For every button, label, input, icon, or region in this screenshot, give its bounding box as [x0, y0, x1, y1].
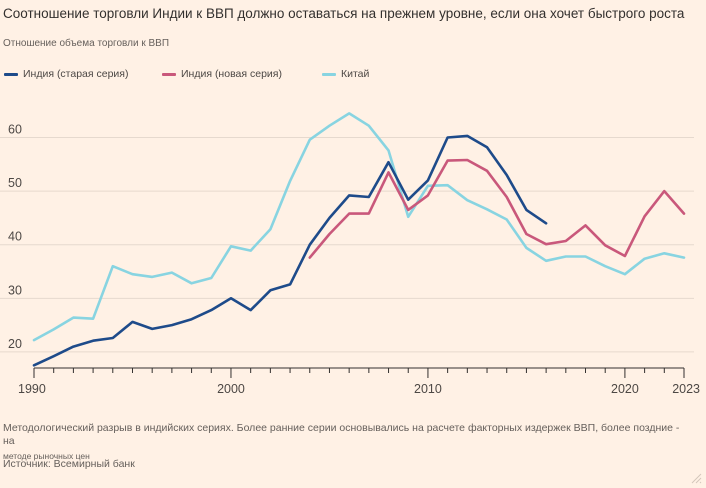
chart-legend: Индия (старая серия) Индия (новая серия)…	[0, 68, 706, 84]
series-line-0	[32, 134, 548, 367]
y-tick-label-50: 50	[8, 176, 22, 190]
series-line-2	[32, 112, 686, 342]
legend-label-china: Китай	[341, 68, 370, 80]
series-line-1	[308, 158, 686, 259]
legend-item-india-old: Индия (старая серия)	[4, 68, 128, 80]
x-tick-label-1990: 1990	[18, 382, 46, 396]
legend-item-china: Китай	[322, 68, 369, 80]
legend-item-india-new: Индия (новая серия)	[162, 68, 282, 80]
y-tick-label-40: 40	[8, 230, 22, 244]
y-tick-label-30: 30	[8, 283, 22, 297]
x-tick-label-2020: 2020	[611, 382, 639, 396]
footnote-text-continued: методе рыночных цен	[3, 451, 90, 461]
legend-label-india-new: Индия (новая серия)	[181, 68, 282, 80]
legend-swatch-india-new	[162, 72, 176, 76]
legend-swatch-india-old	[4, 72, 18, 76]
footnote: Методологический разрыв в индийских сери…	[3, 422, 693, 463]
legend-label-india-old: Индия (старая серия)	[23, 68, 129, 80]
footnote-text: Методологический разрыв в индийских сери…	[3, 422, 680, 447]
chart-subtitle: Отношение объема торговли к ВВП	[3, 38, 170, 49]
y-tick-label-60: 60	[8, 123, 22, 137]
x-tick-label-2010: 2010	[414, 382, 442, 396]
x-tick-label-2000: 2000	[217, 382, 245, 396]
legend-swatch-china	[322, 72, 336, 76]
x-tick-label-2023: 2023	[672, 382, 700, 396]
source-note: Источник: Всемирный банк	[3, 458, 135, 470]
chart-title: Соотношение торговли Индии к ВВП должно …	[3, 6, 685, 21]
resize-corner-icon	[691, 473, 702, 484]
y-tick-label-20: 20	[8, 337, 22, 351]
